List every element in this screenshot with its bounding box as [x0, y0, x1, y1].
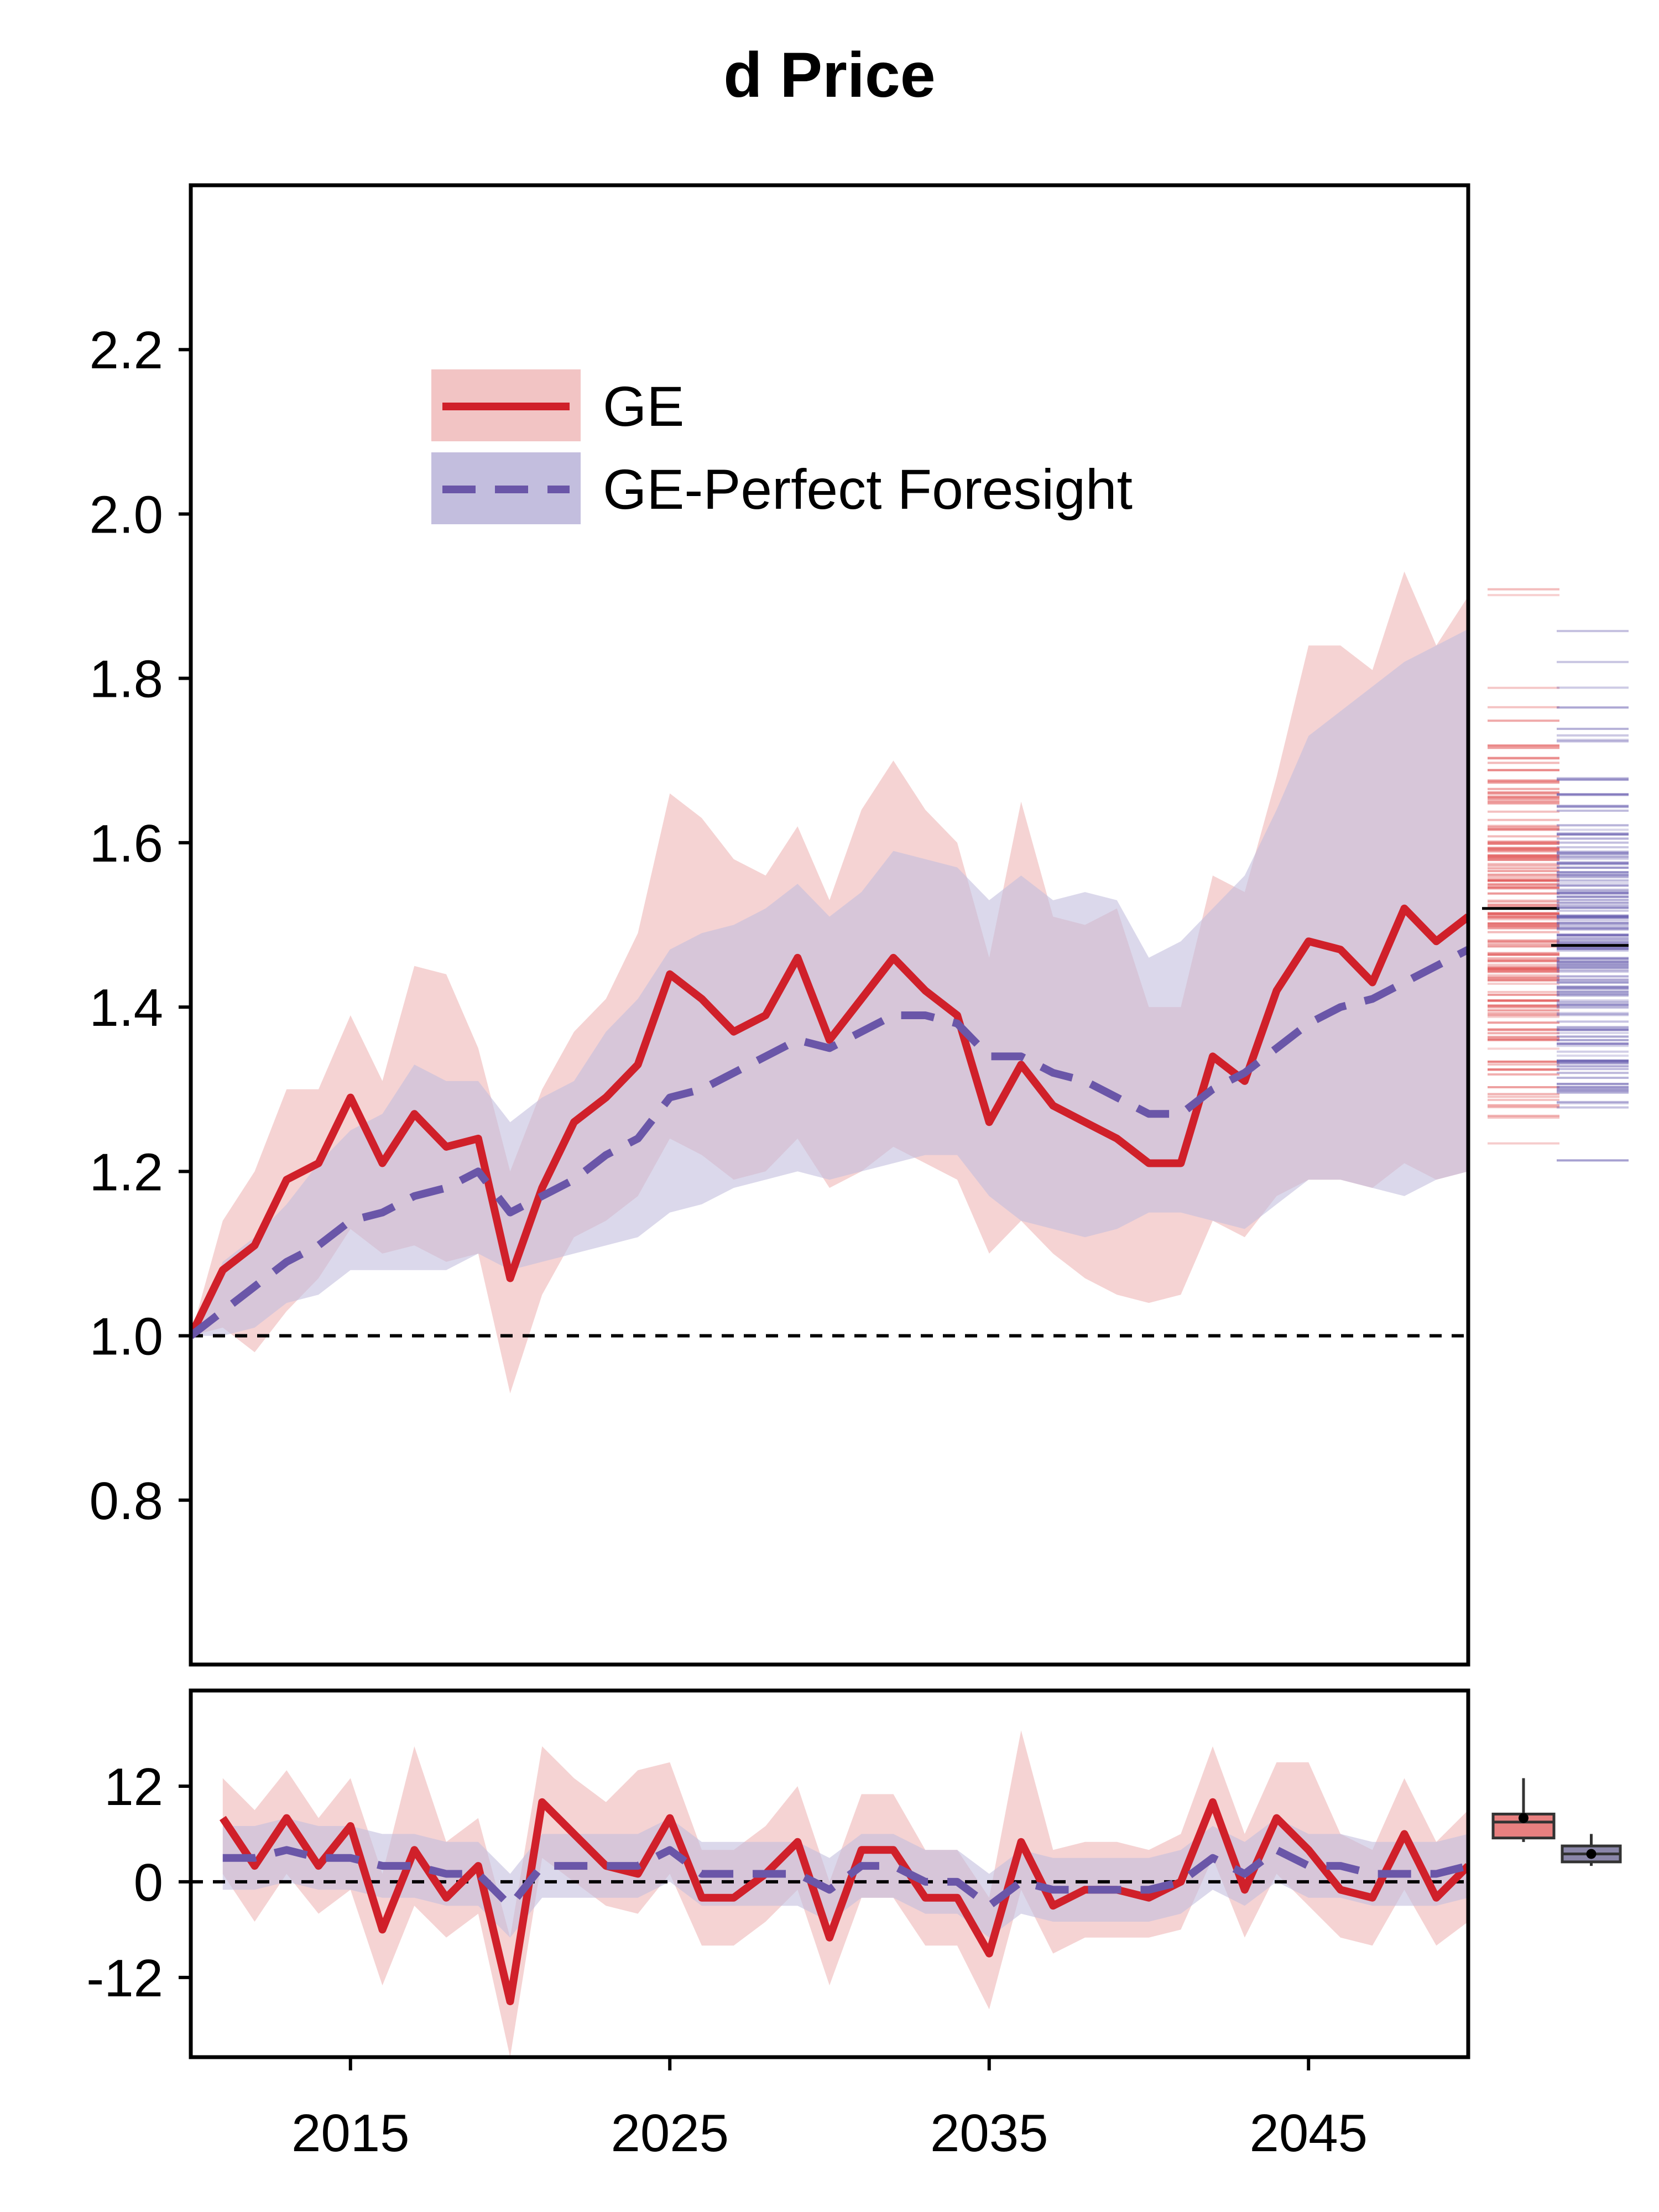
growth-panel: -12 0 12 2015 2025 2035 2045 [86, 1688, 1622, 2163]
x-tick-label: 2035 [930, 2104, 1048, 2163]
growth-plot-frame [189, 1688, 1470, 2059]
main-price-panel: 0.8 1.0 1.2 1.4 1.6 1.8 2.0 2.2 [90, 183, 1629, 1667]
x-axis-ticks: 2015 2025 2035 2045 [291, 2057, 1368, 2163]
x-tick-label: 2045 [1249, 2104, 1368, 2163]
legend: GE GE-Perfect Foresight [431, 369, 1133, 524]
y-tick-label: 2.2 [90, 321, 163, 380]
box-mean-marker [1586, 1849, 1597, 1859]
growth-line-perfect-foresight [222, 1846, 1468, 1910]
y-axis-ticks: 0.8 1.0 1.2 1.4 1.6 1.8 2.0 2.2 [90, 321, 191, 1531]
y-tick-label: 1.8 [90, 650, 163, 709]
marginal-rugs [1482, 588, 1629, 1162]
y-tick-label: 1.0 [90, 1307, 163, 1366]
chart-title: d Price [723, 40, 936, 111]
y-tick-label: 1.4 [90, 978, 163, 1037]
legend-label-perfect-foresight: GE-Perfect Foresight [603, 458, 1133, 521]
y-tick-label: 1.6 [90, 814, 163, 873]
main-plot-frame [189, 183, 1470, 1667]
y-tick-label: 0.8 [90, 1472, 163, 1531]
growth-y-axis-ticks: -12 0 12 [86, 1757, 191, 2008]
x-tick-label: 2015 [291, 2104, 410, 2163]
legend-label-ge: GE [603, 375, 684, 438]
x-tick-label: 2025 [611, 2104, 729, 2163]
y-tick-label: 0 [134, 1853, 163, 1912]
growth-series-lines [219, 1798, 1468, 2006]
uncertainty-bands [191, 571, 1468, 1394]
band-perfect-foresight [191, 629, 1468, 1336]
line-ge [191, 904, 1468, 1338]
series-lines [191, 904, 1468, 1339]
y-tick-label: 1.2 [90, 1142, 163, 1202]
y-tick-label: 12 [104, 1757, 163, 1817]
y-tick-label: -12 [86, 1949, 163, 2008]
box-mean-marker [1519, 1813, 1528, 1823]
y-tick-label: 2.0 [90, 485, 163, 544]
box-body [1491, 1812, 1556, 1840]
marginal-boxplots [1491, 1778, 1622, 1866]
line-perfect-foresight [191, 946, 1468, 1339]
